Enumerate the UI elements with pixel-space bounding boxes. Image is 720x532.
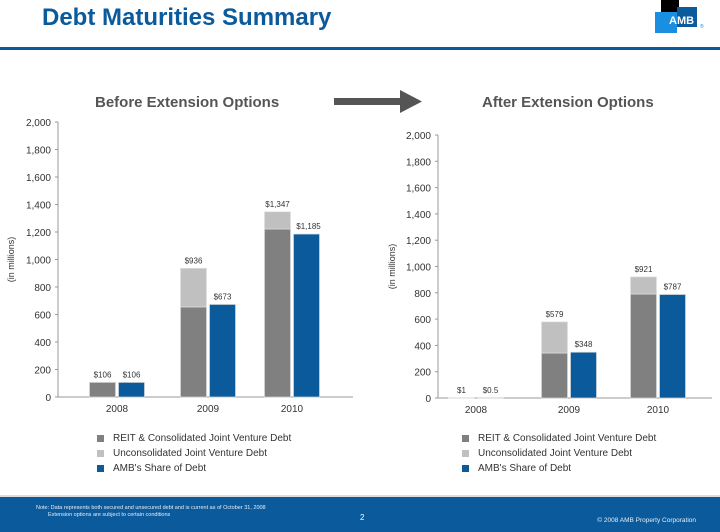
legend-swatch-amb-share <box>462 465 469 472</box>
y-tick-label: 1,600 <box>26 173 51 184</box>
bar-reit-consolidated-2010 <box>265 229 291 397</box>
legend-label: Unconsolidated Joint Venture Debt <box>478 448 632 459</box>
legend-swatch-unconsolidated <box>97 450 104 457</box>
bar-amb-share-2009 <box>210 304 236 397</box>
bar-amb-share-2008 <box>119 382 145 397</box>
bar-unconsolidated-2009 <box>181 268 207 307</box>
bar-reit-consolidated-2008 <box>90 382 116 397</box>
data-label-total: $1,347 <box>265 200 290 209</box>
legend-label: Unconsolidated Joint Venture Debt <box>113 448 267 459</box>
legend-label: AMB's Share of Debt <box>478 463 571 474</box>
legend-item-amb-share: AMB's Share of Debt <box>462 461 656 476</box>
page-number: 2 <box>360 513 364 522</box>
y-tick-label: 1,400 <box>26 201 51 212</box>
x-tick-label: 2010 <box>281 404 304 415</box>
legend-label: REIT & Consolidated Joint Venture Debt <box>478 433 656 444</box>
legend-item-unconsolidated: Unconsolidated Joint Venture Debt <box>97 446 291 461</box>
legend-label: AMB's Share of Debt <box>113 463 206 474</box>
y-tick-label: 200 <box>34 366 51 377</box>
legend-swatch-reit <box>97 435 104 442</box>
footnote: Note: Data represents both secured and u… <box>36 505 266 519</box>
bar-amb-share-2010 <box>294 234 320 397</box>
y-tick-label: 2,000 <box>26 118 51 129</box>
data-label-total: $936 <box>185 256 203 265</box>
data-label-total: $106 <box>94 370 112 379</box>
legend-swatch-unconsolidated <box>462 450 469 457</box>
legend-item-unconsolidated: Unconsolidated Joint Venture Debt <box>462 446 656 461</box>
y-axis-label: (in millions) <box>6 237 16 283</box>
y-tick-label: 0 <box>45 393 51 404</box>
y-tick-label: 400 <box>34 338 51 349</box>
legend-before: REIT & Consolidated Joint Venture Debt U… <box>97 431 291 476</box>
legend-after: REIT & Consolidated Joint Venture Debt U… <box>462 431 656 476</box>
y-tick-label: 800 <box>34 283 51 294</box>
copyright: © 2008 AMB Property Corporation <box>597 517 696 524</box>
legend-item-reit: REIT & Consolidated Joint Venture Debt <box>97 431 291 446</box>
footer-bar: Note: Data represents both secured and u… <box>0 495 720 532</box>
legend-label: REIT & Consolidated Joint Venture Debt <box>113 433 291 444</box>
y-tick-label: 1,200 <box>26 228 51 239</box>
footnote-line-2: Extension options are subject to certain… <box>36 512 266 519</box>
footnote-line-1: Note: Data represents both secured and u… <box>36 505 266 512</box>
legend-item-reit: REIT & Consolidated Joint Venture Debt <box>462 431 656 446</box>
data-label-share: $673 <box>214 292 232 301</box>
y-tick-label: 600 <box>34 311 51 322</box>
x-tick-label: 2008 <box>106 404 129 415</box>
legend-swatch-reit <box>462 435 469 442</box>
y-tick-label: 1,000 <box>26 256 51 267</box>
data-label-share: $1,185 <box>296 222 321 231</box>
bar-reit-consolidated-2009 <box>181 307 207 397</box>
y-tick-label: 1,800 <box>26 146 51 157</box>
legend-swatch-amb-share <box>97 465 104 472</box>
x-tick-label: 2009 <box>197 404 220 415</box>
legend-item-amb-share: AMB's Share of Debt <box>97 461 291 476</box>
bar-unconsolidated-2010 <box>265 212 291 229</box>
data-label-share: $106 <box>123 370 141 379</box>
